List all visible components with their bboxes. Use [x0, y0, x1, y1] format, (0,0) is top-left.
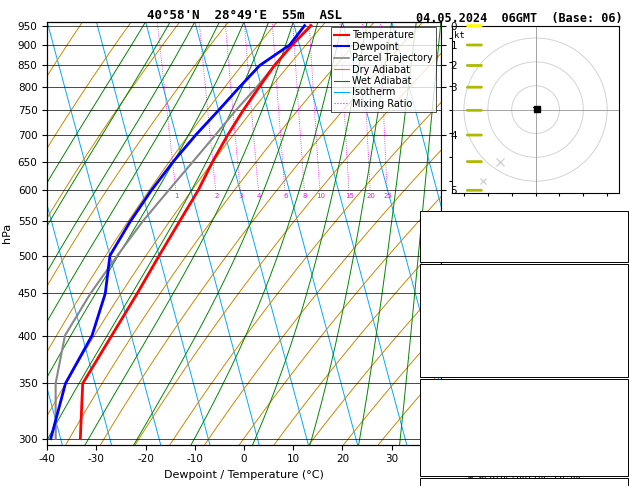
Text: 20: 20 [366, 193, 375, 199]
Y-axis label: km
ASL: km ASL [451, 212, 469, 233]
Text: CIN (J): CIN (J) [423, 360, 467, 370]
Text: 0: 0 [620, 360, 626, 370]
Text: 15: 15 [345, 193, 354, 199]
Text: 999: 999 [608, 397, 626, 407]
Text: 25: 25 [383, 193, 392, 199]
Text: LCL: LCL [445, 23, 461, 32]
Text: 311: 311 [608, 313, 626, 323]
Text: θₑ(K): θₑ(K) [423, 313, 454, 323]
Title: 40°58'N  28°49'E  55m  ASL: 40°58'N 28°49'E 55m ASL [147, 9, 342, 22]
Y-axis label: hPa: hPa [2, 223, 12, 243]
Text: 8: 8 [303, 193, 308, 199]
Text: 1: 1 [175, 193, 179, 199]
Text: 0: 0 [620, 329, 626, 339]
Text: Surface: Surface [503, 266, 546, 277]
Text: 0: 0 [620, 459, 626, 469]
Text: Temp (°C): Temp (°C) [423, 282, 479, 292]
Text: CAPE (J): CAPE (J) [423, 443, 472, 453]
Text: 10: 10 [316, 193, 325, 199]
Text: CAPE (J): CAPE (J) [423, 344, 472, 354]
Text: 2.38: 2.38 [601, 245, 626, 255]
Text: © weatheronline.co.uk: © weatheronline.co.uk [467, 472, 581, 481]
Text: 12: 12 [614, 344, 626, 354]
Text: Hodograph: Hodograph [496, 480, 552, 486]
Text: Dewp (°C): Dewp (°C) [423, 297, 479, 308]
Text: K: K [423, 214, 429, 224]
Text: 52: 52 [614, 229, 626, 240]
Text: Most Unstable: Most Unstable [484, 381, 565, 391]
Text: 6: 6 [284, 193, 288, 199]
Text: 3: 3 [239, 193, 243, 199]
Text: Totals Totals: Totals Totals [423, 229, 504, 240]
Text: 311: 311 [608, 412, 626, 422]
X-axis label: Dewpoint / Temperature (°C): Dewpoint / Temperature (°C) [164, 470, 324, 480]
Text: 12.1: 12.1 [601, 297, 626, 308]
Text: 0: 0 [620, 428, 626, 438]
Text: 04.05.2024  06GMT  (Base: 06): 04.05.2024 06GMT (Base: 06) [416, 12, 622, 25]
Text: Pressure (mb): Pressure (mb) [423, 397, 504, 407]
Legend: Temperature, Dewpoint, Parcel Trajectory, Dry Adiabat, Wet Adiabat, Isotherm, Mi: Temperature, Dewpoint, Parcel Trajectory… [331, 27, 436, 112]
Text: θₑ (K): θₑ (K) [423, 412, 460, 422]
Text: 2: 2 [214, 193, 219, 199]
Text: 12: 12 [614, 443, 626, 453]
Text: 4: 4 [257, 193, 262, 199]
Text: PW (cm): PW (cm) [423, 245, 467, 255]
Text: Lifted Index: Lifted Index [423, 329, 498, 339]
Text: 31: 31 [614, 214, 626, 224]
Text: CIN (J): CIN (J) [423, 459, 467, 469]
Text: Lifted Index: Lifted Index [423, 428, 498, 438]
Text: 13.4: 13.4 [601, 282, 626, 292]
